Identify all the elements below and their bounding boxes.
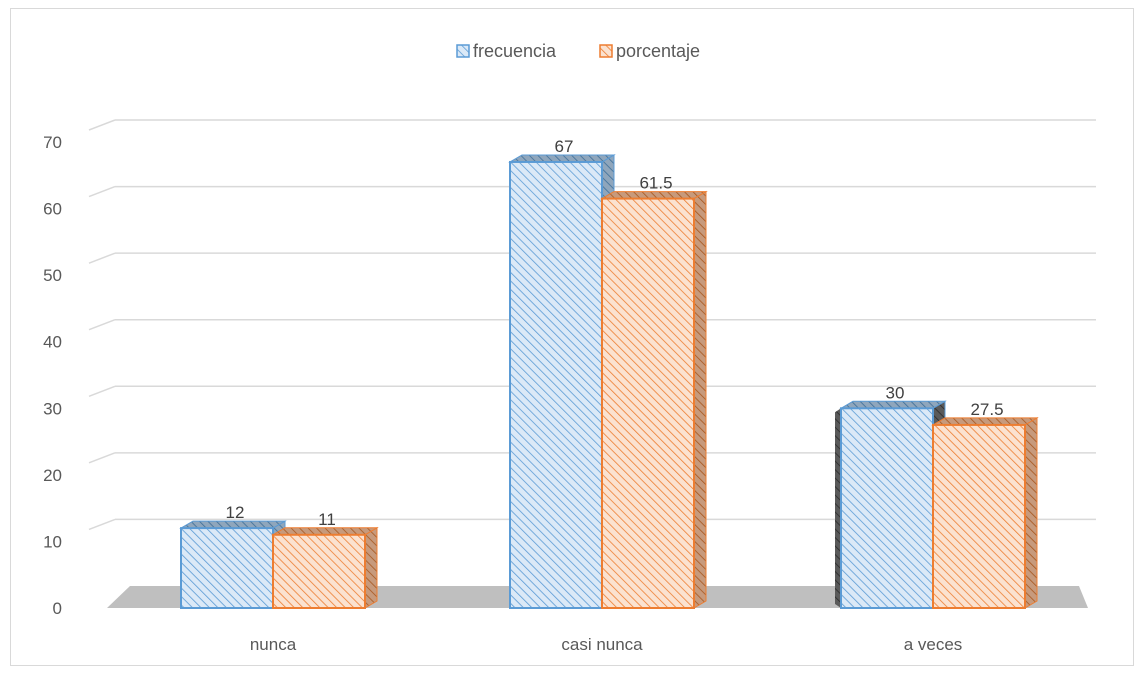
y-tick-label: 20 — [43, 466, 62, 485]
bar-top — [179, 520, 287, 529]
data-label: 12 — [226, 503, 245, 522]
bar-porcentaje-nunca — [272, 533, 366, 609]
y-tick-label: 40 — [43, 333, 62, 352]
y-tick-label: 30 — [43, 399, 62, 418]
gridline-side — [88, 385, 116, 397]
bar-side — [693, 190, 707, 609]
bar-top — [271, 527, 379, 536]
legend-swatch — [599, 44, 613, 58]
y-tick-label: 70 — [43, 133, 62, 152]
y-tick-label: 0 — [53, 599, 62, 618]
data-label: 67 — [555, 137, 574, 156]
category-label: casi nunca — [561, 635, 643, 654]
legend-swatch — [456, 44, 470, 58]
data-label: 61.5 — [639, 174, 672, 193]
bar-frecuencia-a-veces — [840, 407, 934, 609]
data-label: 27.5 — [970, 400, 1003, 419]
gridline-side — [88, 319, 116, 331]
gridline-side — [88, 119, 116, 131]
bar-frecuencia-casi-nunca — [509, 160, 603, 609]
bar-side — [1024, 417, 1038, 609]
data-label: 30 — [886, 383, 905, 402]
y-tick-label: 10 — [43, 532, 62, 551]
bar-porcentaje-casi-nunca — [601, 197, 695, 609]
bar-top — [931, 417, 1039, 426]
bar-porcentaje-a-veces — [932, 423, 1026, 609]
legend-label: porcentaje — [616, 41, 700, 61]
category-label: a veces — [904, 635, 963, 654]
bar-top — [839, 400, 947, 409]
gridline-side — [88, 185, 116, 198]
bar-top — [600, 191, 708, 200]
y-tick-label: 60 — [43, 200, 62, 219]
bar-side — [364, 526, 378, 609]
gridline-side — [88, 452, 116, 464]
category-label: nunca — [250, 635, 297, 654]
gridline-side — [88, 518, 116, 531]
legend-label: frecuencia — [473, 41, 557, 61]
bar-left-side — [835, 408, 841, 608]
bar-top — [508, 154, 616, 163]
bar-frecuencia-nunca — [180, 527, 274, 609]
y-tick-label: 50 — [43, 266, 62, 285]
gridline-side — [88, 252, 116, 264]
data-label: 11 — [318, 510, 336, 529]
